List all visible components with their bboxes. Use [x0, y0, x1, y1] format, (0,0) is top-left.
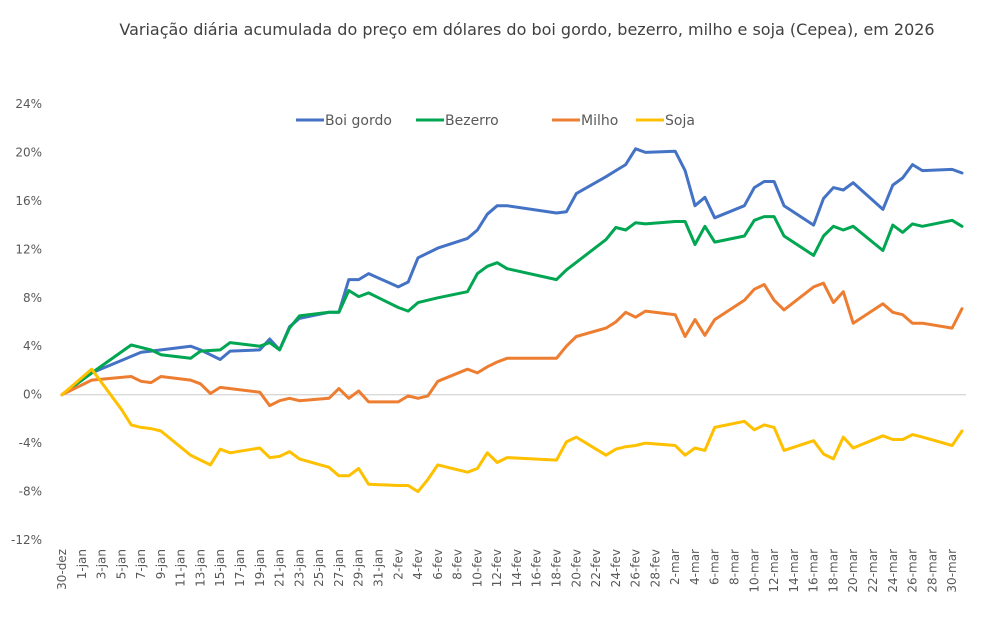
x-tick-label: 31-jan	[371, 549, 385, 587]
x-tick-label: 5-jan	[114, 549, 128, 579]
x-tick-label: 6-mar	[708, 549, 722, 585]
series-lines	[60, 147, 964, 494]
x-tick-label: 16-mar	[807, 549, 821, 593]
x-tick-label: 19-jan	[253, 549, 267, 587]
x-tick-label: 26-mar	[906, 549, 920, 593]
x-tick-label: 24-mar	[886, 549, 900, 593]
y-axis: -12% -8% -4% 0% 4% 8% 12% 16% 20% 24%	[11, 97, 966, 547]
x-tick-label: 26-fev	[629, 549, 643, 587]
y-tick-label: 0%	[23, 388, 42, 402]
legend-label-soja: Soja	[665, 113, 695, 129]
x-tick-label: 8-mar	[728, 549, 742, 585]
x-tick-label: 30-mar	[945, 549, 959, 593]
x-tick-label: 29-jan	[352, 549, 366, 587]
x-tick-label: 20-fev	[569, 549, 583, 587]
x-tick-label: 3-jan	[95, 549, 109, 579]
x-tick-label: 27-jan	[332, 549, 346, 587]
y-tick-label: -12%	[11, 533, 42, 547]
y-tick-label: 16%	[15, 194, 42, 208]
x-tick-label: 7-jan	[134, 549, 148, 579]
legend-label-milho: Milho	[581, 113, 618, 129]
x-tick-label: 2-mar	[668, 549, 682, 585]
x-tick-label: 28-fev	[648, 549, 662, 587]
x-axis: 30-dez 1-jan 3-jan 5-jan 7-jan 9-jan 11-jan 13-…	[55, 549, 959, 593]
x-tick-label: 15-jan	[213, 549, 227, 587]
x-tick-label: 1-jan	[75, 549, 89, 579]
x-tick-label: 10-fev	[470, 549, 484, 587]
x-tick-label: 10-mar	[747, 549, 761, 593]
x-tick-label: 9-jan	[154, 549, 168, 579]
x-tick-label: 11-jan	[174, 549, 188, 587]
x-tick-label: 28-mar	[925, 549, 939, 593]
y-tick-label: 12%	[15, 242, 42, 256]
x-tick-label: 18-fev	[550, 549, 564, 587]
x-tick-label: 2-fev	[391, 549, 405, 580]
legend: Boi gordo Bezerro Milho Soja	[296, 113, 695, 129]
x-tick-label: 16-fev	[530, 549, 544, 587]
x-tick-label: 13-jan	[193, 549, 207, 587]
x-tick-label: 24-fev	[609, 549, 623, 587]
x-tick-label: 12-mar	[767, 549, 781, 593]
y-tick-label: -8%	[19, 485, 42, 499]
x-tick-label: 22-fev	[589, 549, 603, 587]
series-line-boi-gordo	[60, 147, 964, 397]
x-tick-label: 17-jan	[233, 549, 247, 587]
x-tick-label: 23-jan	[292, 549, 306, 587]
series-line-bezerro	[60, 215, 964, 397]
x-tick-label: 18-mar	[826, 549, 840, 593]
x-tick-label: 21-jan	[273, 549, 287, 587]
y-tick-label: 20%	[15, 145, 42, 159]
x-tick-label: 12-fev	[490, 549, 504, 587]
x-tick-label: 14-mar	[787, 549, 801, 593]
x-tick-label: 20-mar	[846, 549, 860, 593]
y-tick-label: 8%	[23, 291, 42, 305]
legend-label-boi-gordo: Boi gordo	[325, 113, 392, 129]
series-line-soja	[60, 367, 964, 494]
chart-title: Variação diária acumulada do preço em dó…	[119, 20, 935, 39]
x-tick-label: 14-fev	[510, 549, 524, 587]
y-tick-label: 4%	[23, 339, 42, 353]
y-tick-label: 24%	[15, 97, 42, 111]
y-tick-label: -4%	[19, 436, 42, 450]
x-tick-label: 25-jan	[312, 549, 326, 587]
x-tick-label: 6-fev	[431, 549, 445, 580]
legend-label-bezerro: Bezerro	[445, 113, 499, 129]
x-tick-label: 4-mar	[688, 549, 702, 585]
x-tick-label: 4-fev	[411, 549, 425, 580]
x-tick-label: 8-fev	[451, 549, 465, 580]
series-line-milho	[60, 281, 964, 408]
x-tick-label: 22-mar	[866, 549, 880, 593]
x-tick-label: 30-dez	[55, 549, 69, 590]
